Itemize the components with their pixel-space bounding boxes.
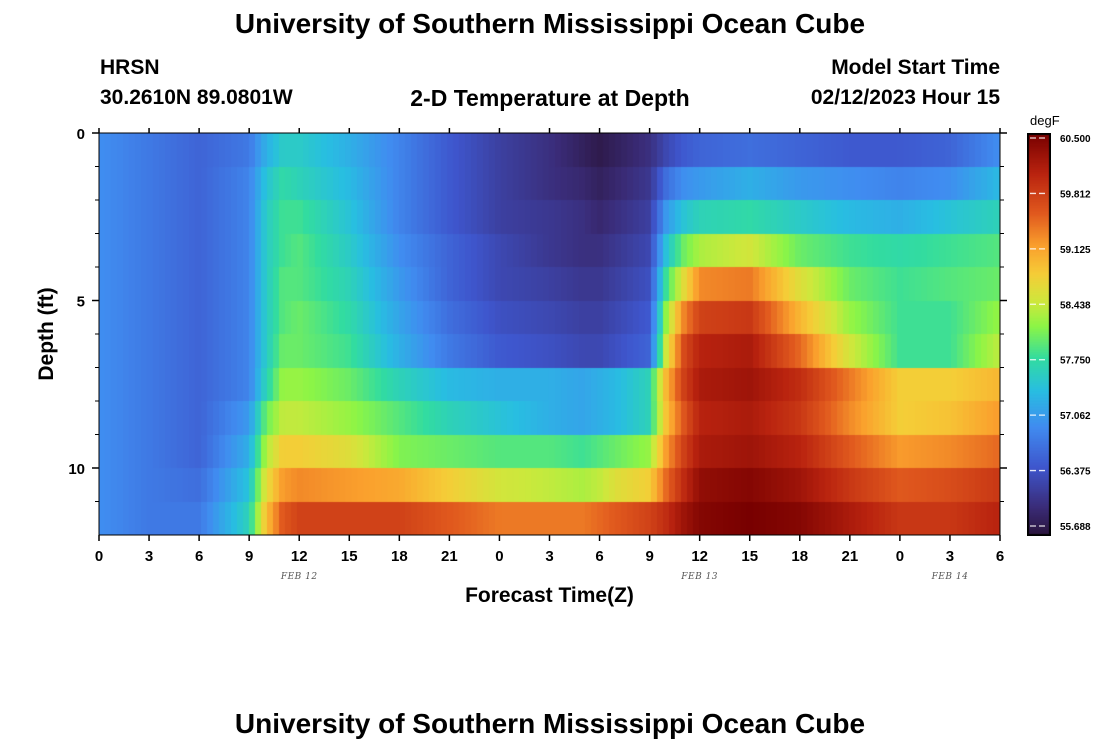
colorbar-tick-label: 56.375 — [1060, 467, 1091, 478]
x-tick-label: 0 — [896, 548, 904, 565]
colorbar-tick-label: 55.688 — [1060, 522, 1091, 533]
x-tick-label: 12 — [691, 548, 708, 565]
station-coordinates: 30.2610N 89.0801W — [100, 86, 293, 109]
colorbar-tick-label: 59.125 — [1060, 245, 1091, 256]
y-tick-label: 5 — [77, 294, 85, 311]
y-tick-label: 0 — [77, 126, 85, 143]
model-start-label: Model Start Time — [831, 56, 1000, 79]
colorbar-tick-label: 59.812 — [1060, 189, 1091, 200]
x-tick-label: 21 — [841, 548, 858, 565]
colorbar-unit: degF — [1030, 113, 1060, 128]
x-date-label: FEB 12 — [280, 572, 318, 582]
x-tick-label: 18 — [791, 548, 808, 565]
x-tick-label: 0 — [495, 548, 503, 565]
x-tick-label: 6 — [595, 548, 603, 565]
station-name: HRSN — [100, 56, 160, 79]
x-tick-label: 0 — [95, 548, 103, 565]
temperature-heatmap — [99, 133, 1000, 535]
x-tick-label: 3 — [545, 548, 553, 565]
x-tick-label: 6 — [195, 548, 203, 565]
x-tick-label: 12 — [291, 548, 308, 565]
x-date-label: FEB 14 — [931, 572, 969, 582]
x-tick-label: 9 — [645, 548, 653, 565]
footer-title: University of Southern Mississippi Ocean… — [234, 708, 866, 739]
x-tick-label: 15 — [341, 548, 358, 565]
plot-title: 2-D Temperature at Depth — [410, 85, 690, 111]
x-tick-label: 18 — [391, 548, 408, 565]
colorbar-tick-label: 57.062 — [1060, 411, 1091, 422]
colorbar-tick-label: 58.438 — [1060, 300, 1091, 311]
x-date-label: FEB 13 — [680, 572, 718, 582]
x-axis-label: Forecast Time(Z) — [465, 584, 634, 607]
x-tick-label: 3 — [145, 548, 153, 565]
x-tick-label: 9 — [245, 548, 253, 565]
x-tick-label: 3 — [946, 548, 954, 565]
y-axis-label: Depth (ft) — [35, 287, 58, 381]
model-start-time: 02/12/2023 Hour 15 — [810, 86, 1000, 109]
colorbar-tick-label: 60.500 — [1060, 134, 1091, 145]
y-tick-label: 10 — [68, 461, 85, 478]
x-tick-label: 6 — [996, 548, 1004, 565]
colorbar-gradient — [1027, 133, 1051, 536]
x-tick-label: 15 — [741, 548, 758, 565]
colorbar-tick-label: 57.750 — [1060, 356, 1091, 367]
x-tick-label: 21 — [441, 548, 458, 565]
page-title: University of Southern Mississippi Ocean… — [234, 8, 866, 39]
